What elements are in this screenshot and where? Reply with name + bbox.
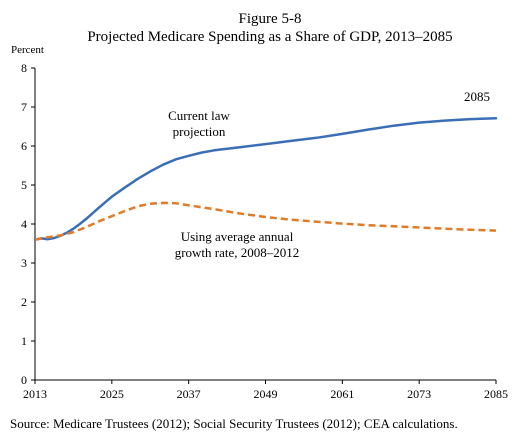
x-tick-label-2037: 2037 <box>177 387 201 401</box>
y-tick-label-2: 2 <box>21 295 27 309</box>
y-tick-label-7: 7 <box>21 100 27 114</box>
y-axis-ticks: 0 1 2 3 4 5 6 7 8 <box>21 61 35 387</box>
source-note: Source: Medicare Trustees (2012); Social… <box>10 416 458 431</box>
annotation-2085: 2085 <box>464 89 490 104</box>
figure-label: Figure 5-8 <box>239 11 302 27</box>
series-line-current-law-projection <box>33 117 498 241</box>
series-label-current-law-line-2: projection <box>173 124 226 139</box>
x-tick-label-2049: 2049 <box>254 387 278 401</box>
x-tick-label-2085: 2085 <box>484 387 508 401</box>
series-label-current-law-line-1: Current law <box>168 108 230 123</box>
x-tick-label-2025: 2025 <box>100 387 124 401</box>
y-tick-label-5: 5 <box>21 178 27 192</box>
x-tick-label-2073: 2073 <box>407 387 431 401</box>
y-tick-label-8: 8 <box>21 61 27 75</box>
y-axis-label: Percent <box>11 44 44 56</box>
y-tick-label-4: 4 <box>21 217 27 231</box>
y-tick-label-0: 0 <box>21 373 27 387</box>
series-line-average-growth-rate <box>34 201 497 241</box>
y-tick-label-1: 1 <box>21 334 27 348</box>
series-label-average-growth-line-2: growth rate, 2008–2012 <box>175 245 300 260</box>
x-axis-ticks: 2013 2025 2037 2049 2061 2073 2085 <box>23 380 508 401</box>
x-tick-label-2013: 2013 <box>23 387 47 401</box>
series-lines <box>33 117 498 241</box>
x-tick-label-2061: 2061 <box>330 387 354 401</box>
y-tick-label-6: 6 <box>21 139 27 153</box>
chart-title: Projected Medicare Spending as a Share o… <box>87 29 452 45</box>
y-tick-label-3: 3 <box>21 256 27 270</box>
series-label-average-growth-line-1: Using average annual <box>181 229 294 244</box>
